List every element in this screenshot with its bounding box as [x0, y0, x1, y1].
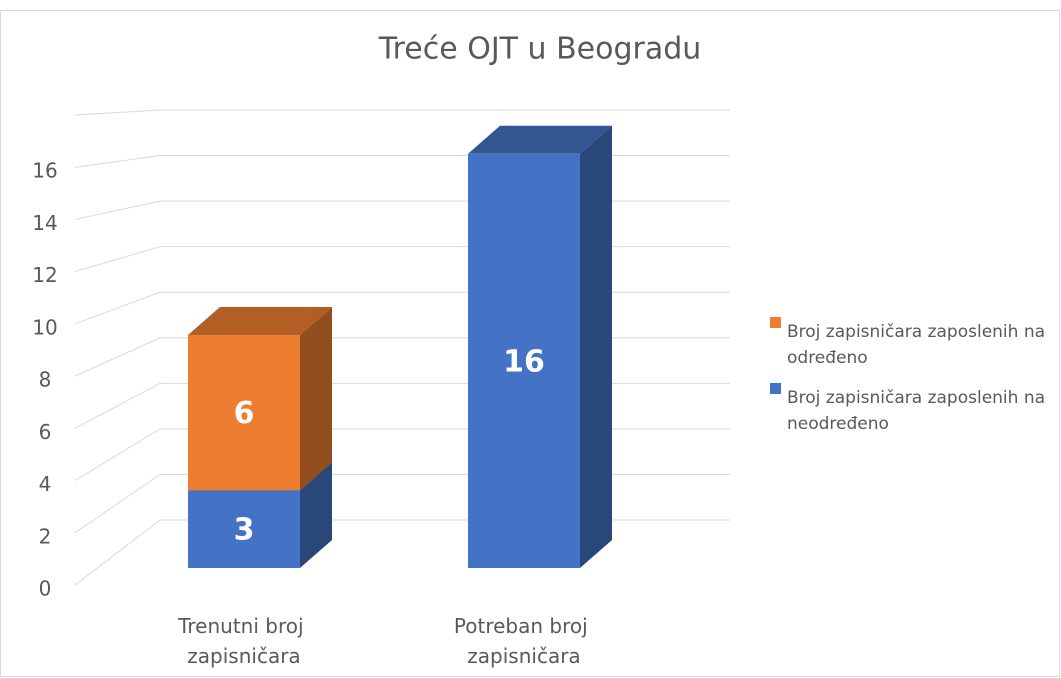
grid-line: [74, 428, 161, 481]
data-label: 16: [503, 344, 545, 379]
y-tick-label: 0: [39, 577, 52, 601]
y-tick-label: 16: [32, 159, 57, 183]
legend-swatch: [770, 317, 781, 328]
grid-line: [74, 337, 161, 377]
data-label: 3: [234, 513, 255, 548]
data-label: 6: [234, 396, 255, 431]
legend-label: Broj zapisničara zaposlenih na neodređen…: [787, 388, 1050, 434]
legend-swatch: [770, 383, 781, 394]
bar: [188, 307, 332, 491]
bar-front: [188, 335, 300, 491]
grid-line: [74, 382, 161, 429]
grid-line: [74, 200, 161, 220]
bar-front: [188, 490, 300, 568]
grid-line: [74, 474, 161, 534]
grid-line: [74, 291, 161, 325]
bar-side: [300, 307, 332, 491]
x-tick-label: Potreban broj zapisničara: [454, 614, 594, 668]
y-tick-label: 4: [39, 472, 52, 496]
legend-label: Broj zapisničara zaposlenih na određeno: [787, 322, 1050, 368]
bar-front: [468, 153, 580, 568]
y-tick-label: 8: [39, 368, 52, 392]
grid-line: [74, 246, 161, 273]
grid-line: [74, 155, 161, 168]
y-tick-label: 14: [32, 211, 57, 235]
grid-line: [74, 519, 161, 586]
y-tick-label: 12: [32, 263, 57, 287]
bar-side: [580, 125, 612, 569]
bar-side: [300, 462, 332, 568]
x-tick-label: Trenutni broj zapisničara: [177, 614, 310, 668]
bar: [468, 125, 612, 569]
chart-title: Treće OJT u Beogradu: [378, 32, 702, 67]
y-tick-label: 6: [39, 420, 52, 444]
y-tick-label: 10: [32, 315, 57, 339]
y-tick-label: 2: [39, 524, 52, 548]
bar-top: [188, 307, 332, 335]
bar-top: [468, 125, 612, 154]
wall-edge: [74, 109, 161, 116]
